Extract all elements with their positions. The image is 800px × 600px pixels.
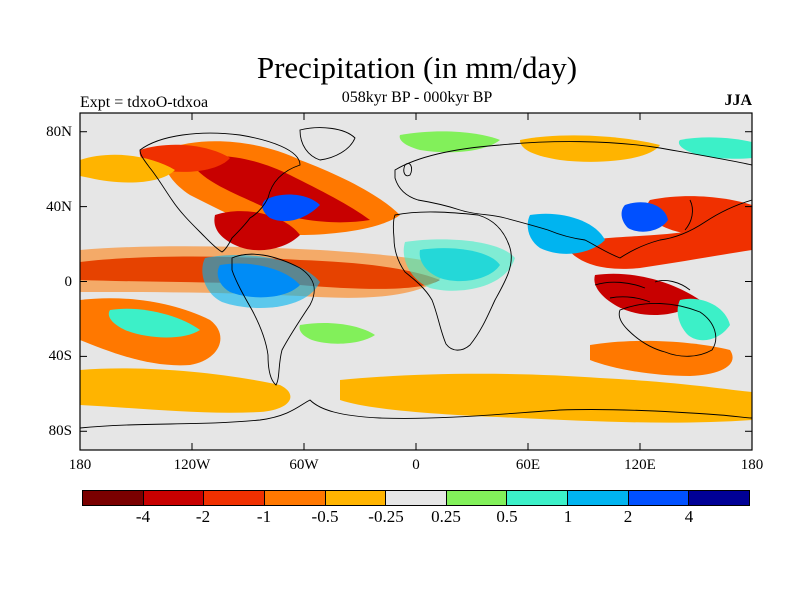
coast-south-america [231, 253, 315, 386]
wetting-arctic-east [678, 137, 752, 159]
coast-greenland [299, 127, 356, 161]
x-tick-label: 180 [740, 457, 764, 473]
colorbar-segment [83, 491, 144, 505]
x-tick-label: 120W [173, 457, 211, 473]
drying-southern-ocean-west [80, 368, 291, 413]
drying-north-pacific [80, 154, 175, 183]
coast-africa [392, 211, 512, 351]
wetting-sahel-outer [403, 239, 515, 291]
drying-south-indian [590, 340, 733, 376]
axis-tickmarks [79, 113, 753, 450]
map-title: Precipitation (in mm/day) [256, 50, 578, 85]
coastlines [80, 127, 752, 429]
y-tick-label: 0 [64, 274, 73, 290]
colorbar-segment [204, 491, 265, 505]
coast-north-america [139, 132, 301, 253]
colorbar-label: -0.5 [311, 507, 339, 526]
colorbar-segment [568, 491, 629, 505]
colorbar-label: 0.5 [496, 507, 518, 526]
y-tick-label: 80S [48, 423, 72, 439]
colorbar-segment [507, 491, 569, 505]
colorbar-segment [628, 491, 690, 505]
x-tick-label: 60E [515, 457, 541, 473]
colorbar [82, 490, 750, 506]
coast-australia [618, 303, 717, 357]
y-tick-label: 40N [46, 199, 72, 215]
coast-eurasia [394, 141, 752, 259]
colorbar-segment [446, 491, 508, 505]
y-tick-label: 40S [48, 348, 72, 364]
drying-north-atlantic-core [190, 155, 370, 223]
colorbar-segment [386, 491, 447, 505]
colorbar-segment [689, 491, 750, 505]
colorbar-label: 2 [623, 507, 633, 526]
colorbar-label: -0.25 [368, 507, 404, 526]
colorbar-label: 4 [684, 507, 694, 526]
colorbar-label: 0.25 [431, 507, 461, 526]
x-tick-label: 120E [624, 457, 656, 473]
wetting-southern-atlantic [299, 323, 375, 344]
wetting-gulf-stream [262, 194, 320, 222]
coast-antarctica [80, 399, 752, 429]
drying-caribbean [214, 211, 300, 251]
drying-east-asia [647, 196, 752, 238]
colorbar-label: -1 [256, 507, 272, 526]
y-tick-label: 80N [46, 124, 72, 140]
wetting-tibet [621, 202, 668, 232]
wetting-south-pacific [108, 308, 200, 338]
colorbar-label: -4 [135, 507, 151, 526]
colorbar-segment [143, 491, 205, 505]
coast-indonesia [594, 279, 691, 303]
coast-japan [684, 199, 693, 231]
experiment-label: Expt = tdxoO-tdxoa [80, 94, 209, 111]
colorbar-label: -2 [195, 507, 211, 526]
colorbar-segment [264, 491, 326, 505]
colorbar-label: 1 [563, 507, 573, 526]
coast-uk [403, 163, 413, 177]
x-tick-label: 180 [68, 457, 92, 473]
x-tick-label: 0 [412, 457, 420, 473]
colorbar-segment [325, 491, 387, 505]
season-label: JJA [724, 92, 752, 109]
x-tick-label: 60W [289, 457, 319, 473]
wetting-india [527, 213, 605, 254]
map-subtitle: 058kyr BP - 000kyr BP [341, 89, 493, 106]
